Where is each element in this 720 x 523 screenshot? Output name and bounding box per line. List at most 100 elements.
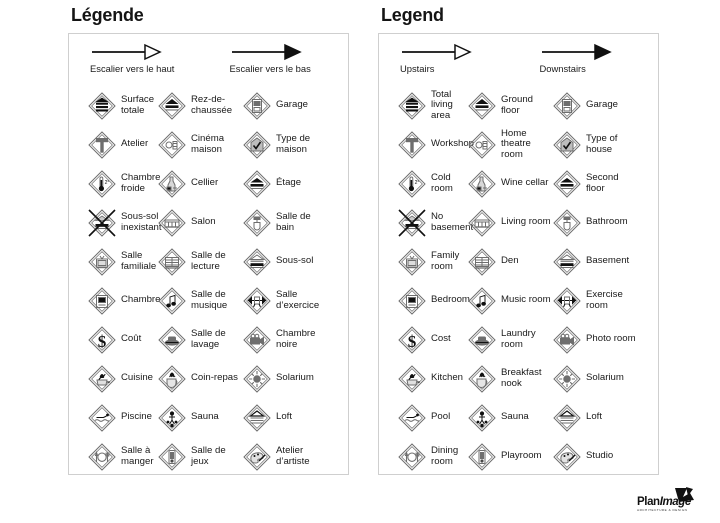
bedroom-icon <box>397 286 427 316</box>
legend-item-label: Chambre froide <box>121 171 161 194</box>
legend-item[interactable]: Garage <box>552 86 637 125</box>
legend-item[interactable]: 2° Chambre froide <box>69 164 161 203</box>
bathroom-icon <box>242 208 272 238</box>
legend-row: Total living area Ground floor Garage <box>379 86 658 125</box>
legend-item-label: Coin-repas <box>191 372 238 384</box>
legend-item-label: Wine cellar <box>501 177 549 189</box>
legend-item[interactable]: Basement <box>552 242 637 281</box>
legend-item[interactable]: Chambre <box>69 281 160 320</box>
legend-item[interactable]: Solarium <box>242 359 327 398</box>
stairs-row: Upstairs Downstairs <box>379 42 658 74</box>
legend-item[interactable]: Total living area <box>379 86 467 125</box>
legend-item[interactable]: Exercise room <box>552 281 637 320</box>
studio-palette-icon <box>552 442 582 472</box>
legend-item[interactable]: Second floor <box>552 164 637 203</box>
legend-item[interactable]: Salon <box>157 203 242 242</box>
legend-item[interactable]: Rez-de-chaussée <box>157 86 242 125</box>
legend-item[interactable]: No basement <box>379 203 473 242</box>
legend-item[interactable]: Music room <box>467 281 552 320</box>
stairs-label: Upstairs <box>400 63 435 74</box>
legend-item[interactable]: Photo room <box>552 320 637 359</box>
legend-panel-english: Legend Upstairs Downstairs Total living are… <box>378 0 659 475</box>
panel-title-english: Legend <box>381 5 444 25</box>
wine-cellar-icon <box>467 169 497 199</box>
loft-icon <box>242 403 272 433</box>
legend-item[interactable]: Playroom <box>467 437 552 476</box>
legend-item[interactable]: Chambre noire <box>242 320 327 359</box>
legend-item[interactable]: Wine cellar <box>467 164 552 203</box>
legend-item[interactable]: Salle de bain <box>242 203 327 242</box>
legend-item-label: Sauna <box>501 411 529 423</box>
legend-item[interactable]: Den <box>467 242 552 281</box>
legend-item[interactable]: Cuisine <box>69 359 157 398</box>
legend-item[interactable]: Home theatre room <box>467 125 552 164</box>
legend-item-label: Cinéma maison <box>191 132 225 155</box>
legend-item[interactable]: Piscine <box>69 398 157 437</box>
ground-floor-icon <box>467 91 497 121</box>
legend-item[interactable]: Loft <box>552 398 637 437</box>
legend-item[interactable]: Solarium <box>552 359 637 398</box>
legend-item[interactable]: Salle de lecture <box>157 242 242 281</box>
legend-item[interactable]: Surface totale <box>69 86 157 125</box>
legend-item[interactable]: Salle de lavage <box>157 320 242 359</box>
legend-item[interactable]: Loft <box>242 398 327 437</box>
legend-item[interactable]: Coin-repas <box>157 359 242 398</box>
legend-item[interactable]: Sauna <box>157 398 242 437</box>
legend-item[interactable]: Laundry room <box>467 320 552 359</box>
garage-icon <box>552 91 582 121</box>
legend-item[interactable]: Sous-sol <box>242 242 327 281</box>
arrow-filled-right-icon <box>541 43 612 61</box>
legend-item[interactable]: Type de maison <box>242 125 327 164</box>
playroom-icon <box>157 442 187 472</box>
legend-item[interactable]: Salle de musique <box>157 281 242 320</box>
legend-item-label: Salle familiale <box>121 249 157 272</box>
legend-item[interactable]: Studio <box>552 437 637 476</box>
legend-item[interactable]: 2° Cold room <box>379 164 467 203</box>
legend-item-label: Piscine <box>121 411 152 423</box>
legend-item[interactable]: Ground floor <box>467 86 552 125</box>
legend-box-french: Escalier vers le haut Escalier vers le ba… <box>68 33 349 475</box>
arrow-filled-right-icon <box>230 42 349 64</box>
legend-item[interactable]: Cinéma maison <box>157 125 242 164</box>
legend-item[interactable]: Type of house <box>552 125 637 164</box>
svg-text:$: $ <box>408 332 417 351</box>
legend-item-label: Laundry room <box>501 327 536 350</box>
basement-icon <box>552 247 582 277</box>
legend-item[interactable]: Bathroom <box>552 203 637 242</box>
legend-item[interactable]: Étage <box>242 164 327 203</box>
legend-item[interactable]: Living room <box>467 203 552 242</box>
logo-checkmark-icon <box>675 487 694 502</box>
legend-item[interactable]: Bedroom <box>379 281 470 320</box>
legend-item[interactable]: Salle familiale <box>69 242 157 281</box>
legend-item[interactable]: Salle d’exercice <box>242 281 327 320</box>
legend-item[interactable]: Garage <box>242 86 327 125</box>
legend-row: Atelier Cinéma maison Type de maison <box>69 125 348 164</box>
legend-item[interactable]: Pool <box>379 398 467 437</box>
legend-row: 2° Chambre froide Cellier Étage <box>69 164 348 203</box>
legend-item-label: Breakfast nook <box>501 366 542 389</box>
legend-item[interactable]: Cellier <box>157 164 242 203</box>
legend-item-label: Cuisine <box>121 372 153 384</box>
arrow-filled-right-icon <box>540 42 659 64</box>
legend-item-label: Atelier d’artiste <box>276 444 310 467</box>
legend-item[interactable]: Family room <box>379 242 467 281</box>
legend-item[interactable]: $ Coût <box>69 320 157 359</box>
legend-item[interactable]: Salle à manger <box>69 437 157 476</box>
legend-item[interactable]: Workshop <box>379 125 474 164</box>
legend-item[interactable]: Sous-sol inexistant <box>69 203 162 242</box>
legend-item-label: Workshop <box>431 138 475 150</box>
legend-item[interactable]: $ Cost <box>379 320 467 359</box>
legend-item[interactable]: Sauna <box>467 398 552 437</box>
legend-grid: Total living area Ground floor Garage Works… <box>379 86 658 476</box>
legend-row: Family room Den Basement <box>379 242 658 281</box>
legend-item[interactable]: Dining room <box>379 437 467 476</box>
svg-text:$: $ <box>98 332 107 351</box>
legend-row: Surface totale Rez-de-chaussée Garage <box>69 86 348 125</box>
legend-item[interactable]: Atelier <box>69 125 157 164</box>
legend-item[interactable]: Salle de jeux <box>157 437 242 476</box>
legend-item[interactable]: Atelier d’artiste <box>242 437 327 476</box>
legend-item-label: Étage <box>276 177 302 189</box>
legend-item[interactable]: Kitchen <box>379 359 467 398</box>
legend-item-label: Rez-de-chaussée <box>191 93 233 116</box>
legend-item[interactable]: Breakfast nook <box>467 359 552 398</box>
